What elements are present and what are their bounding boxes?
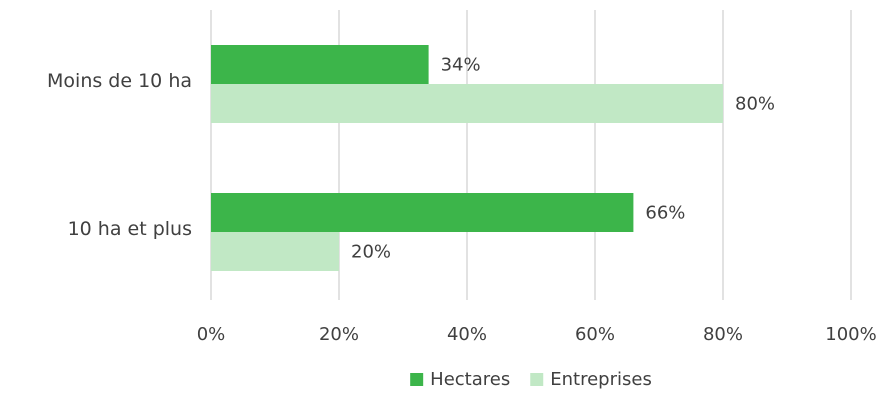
x-tick-label: 0% <box>197 324 226 345</box>
category-label: 10 ha et plus <box>68 218 192 240</box>
x-tick-label: 100% <box>825 324 876 345</box>
data-label: 80% <box>735 94 775 115</box>
category-label: Moins de 10 ha <box>47 70 192 92</box>
legend-label: Hectares <box>430 369 510 390</box>
labels: 0% 20% 40% 60% 80% 100% Moins de 10 ha 34% 80% 10… <box>47 55 877 346</box>
data-label: 34% <box>441 55 481 76</box>
bar-entreprises <box>211 232 339 271</box>
data-label: 66% <box>645 203 685 224</box>
legend-label: Entreprises <box>550 369 652 390</box>
x-tick-label: 20% <box>319 324 359 345</box>
bar-entreprises <box>211 84 723 123</box>
legend-item: Entreprises <box>530 369 652 390</box>
x-tick-label: 40% <box>447 324 487 345</box>
bar-hectares <box>211 45 429 84</box>
bars <box>211 45 723 271</box>
legend-swatch <box>530 373 544 386</box>
x-tick-label: 60% <box>575 324 615 345</box>
bar-hectares <box>211 193 634 232</box>
legend-swatch <box>410 373 424 386</box>
legend-item: Hectares <box>410 369 510 390</box>
data-label: 20% <box>351 242 391 263</box>
x-tick-label: 80% <box>703 324 743 345</box>
legend: Hectares Entreprises <box>410 369 652 390</box>
